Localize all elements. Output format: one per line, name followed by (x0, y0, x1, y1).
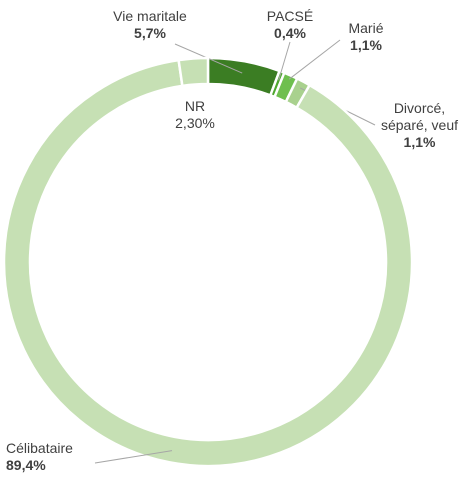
value-label: 2,30% (175, 115, 215, 131)
data-label: PACSÉ 0,4% (245, 8, 335, 42)
category-label: Divorcé, séparé, veuf (380, 100, 459, 133)
category-label: Célibataire (6, 440, 73, 456)
data-label: Célibataire 89,4% (6, 440, 106, 474)
value-label: 89,4% (6, 457, 46, 473)
category-label: Vie maritale (113, 8, 187, 24)
leader-line (278, 41, 291, 81)
value-label: 1,1% (350, 37, 382, 53)
data-label: Divorcé, séparé, veuf 1,1% (372, 100, 467, 151)
leader-line (288, 39, 341, 80)
data-label: Marié 1,1% (330, 20, 402, 54)
donut-segment (2, 58, 414, 468)
leader-line (94, 450, 173, 464)
donut-segment (177, 56, 210, 88)
donut-segment (206, 56, 282, 97)
value-label: 1,1% (403, 134, 436, 150)
category-label: PACSÉ (266, 8, 314, 24)
data-label: NR 2,30% (150, 98, 240, 132)
value-label: 5,7% (134, 25, 166, 41)
category-label: Marié (348, 20, 384, 36)
value-label: 0,4% (274, 25, 306, 41)
category-label: NR (184, 98, 206, 114)
data-label: Vie maritale 5,7% (95, 8, 205, 42)
